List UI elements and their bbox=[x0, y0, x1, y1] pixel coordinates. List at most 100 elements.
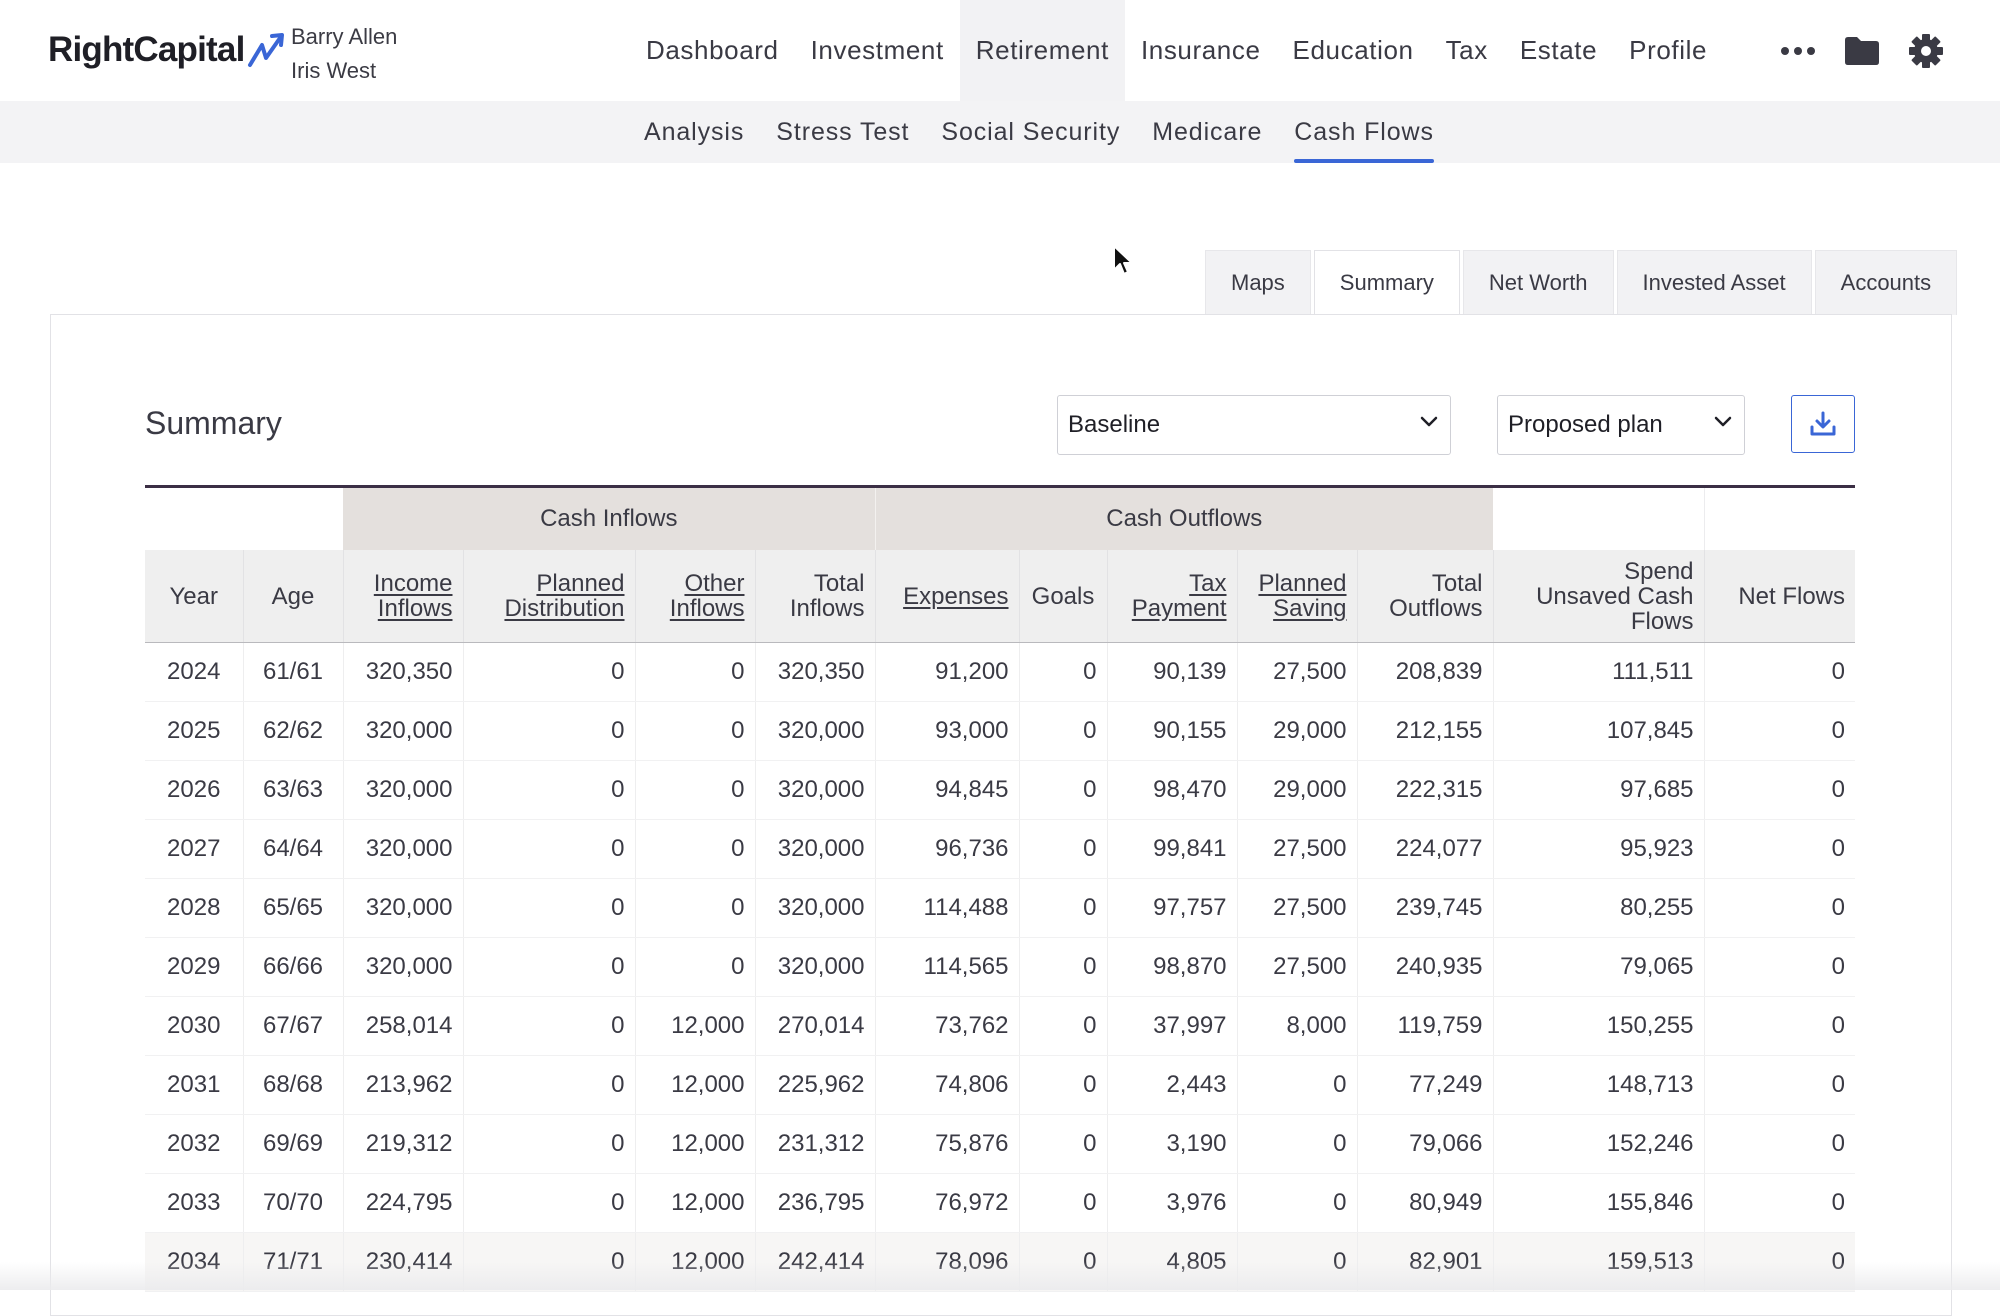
cell-spend-unsaved-cash-flows: 80,255 bbox=[1493, 878, 1705, 938]
subnav-item-analysis[interactable]: Analysis bbox=[644, 118, 745, 146]
nav-item-dashboard[interactable]: Dashboard bbox=[646, 35, 779, 65]
column-header-label: Distribution bbox=[504, 595, 625, 622]
tab-maps[interactable]: Maps bbox=[1205, 250, 1311, 315]
cell-year: 2024 bbox=[145, 642, 244, 702]
tab-summary[interactable]: Summary bbox=[1313, 250, 1460, 316]
cell-spend-unsaved-cash-flows: 111,511 bbox=[1493, 642, 1705, 702]
tab-invested-asset[interactable]: Invested Asset bbox=[1616, 250, 1812, 315]
cell-spend-unsaved-cash-flows: 150,255 bbox=[1493, 996, 1705, 1056]
column-header-tax-payment[interactable]: Tax Payment bbox=[1107, 550, 1238, 643]
cell-net-flows: 0 bbox=[1704, 642, 1856, 702]
cell-planned-distribution: 0 bbox=[463, 1173, 636, 1233]
cell-spend-unsaved-cash-flows: 152,246 bbox=[1493, 1114, 1705, 1174]
cell-other-inflows: 0 bbox=[635, 642, 756, 702]
download-button[interactable] bbox=[1791, 395, 1855, 453]
cell-planned-distribution: 0 bbox=[463, 1055, 636, 1115]
cell-expenses: 73,762 bbox=[875, 996, 1020, 1056]
cell-planned-saving: 0 bbox=[1237, 1114, 1358, 1174]
subnav-item-medicare[interactable]: Medicare bbox=[1152, 118, 1263, 146]
cell-tax-payment: 98,870 bbox=[1107, 937, 1238, 997]
cell-income-inflows: 320,000 bbox=[343, 819, 464, 879]
column-header-label: Other bbox=[684, 570, 745, 597]
cell-planned-saving: 27,500 bbox=[1237, 642, 1358, 702]
cell-goals: 0 bbox=[1019, 642, 1108, 702]
table-row: 2024 61/61 320,350 0 0 320,350 91,200 0 90,139 27… bbox=[145, 642, 1856, 702]
nav-item-insurance[interactable]: Insurance bbox=[1140, 35, 1261, 65]
column-header-label: Flows bbox=[1630, 607, 1694, 635]
cell-income-inflows: 219,312 bbox=[343, 1114, 464, 1174]
cell-income-inflows: 320,000 bbox=[343, 760, 464, 820]
cell-planned-distribution: 0 bbox=[463, 878, 636, 938]
cell-expenses: 91,200 bbox=[875, 642, 1020, 702]
column-header-label: Planned bbox=[1258, 570, 1347, 597]
column-header-income-inflows[interactable]: Income Inflows bbox=[343, 550, 464, 643]
table-body: 2024 61/61 320,350 0 0 320,350 91,200 0 90,139 27… bbox=[145, 642, 1856, 1292]
nav-item-profile[interactable]: Profile bbox=[1629, 35, 1708, 65]
cell-income-inflows: 320,350 bbox=[343, 642, 464, 702]
tab-accounts[interactable]: Accounts bbox=[1814, 250, 1958, 315]
group-spacer bbox=[1493, 488, 1705, 550]
subnav-item-stress-test[interactable]: Stress Test bbox=[776, 118, 910, 146]
scenario-select[interactable]: Baseline bbox=[1057, 395, 1451, 455]
cell-planned-saving: 27,500 bbox=[1237, 937, 1358, 997]
scenario-select-value: Baseline bbox=[1068, 411, 1161, 438]
column-header-other-inflows[interactable]: Other Inflows bbox=[635, 550, 756, 643]
column-header-label: Total bbox=[1431, 570, 1483, 597]
cell-age: 61/61 bbox=[243, 642, 344, 702]
cell-tax-payment: 90,155 bbox=[1107, 701, 1238, 761]
plan-select[interactable]: Proposed plan bbox=[1497, 395, 1745, 455]
column-header-planned-distribution[interactable]: Planned Distribution bbox=[463, 550, 636, 643]
cell-other-inflows: 0 bbox=[635, 819, 756, 879]
cell-total-outflows: 239,745 bbox=[1357, 878, 1494, 938]
cell-income-inflows: 213,962 bbox=[343, 1055, 464, 1115]
cell-other-inflows: 0 bbox=[635, 701, 756, 761]
folder-icon[interactable] bbox=[1830, 19, 1894, 83]
rightcapital-logo[interactable]: RightCapital bbox=[48, 30, 287, 70]
tab-net-worth[interactable]: Net Worth bbox=[1462, 250, 1614, 315]
column-header-label: Total bbox=[813, 570, 865, 597]
more-icon[interactable] bbox=[1766, 19, 1830, 83]
subnav-item-cash-flows[interactable]: Cash Flows bbox=[1278, 101, 1450, 163]
column-header-label: Unsaved Cash bbox=[1536, 582, 1694, 610]
nav-item-investment[interactable]: Investment bbox=[810, 35, 944, 65]
nav-item-estate[interactable]: Estate bbox=[1519, 35, 1598, 65]
cell-other-inflows: 12,000 bbox=[635, 996, 756, 1056]
gear-icon[interactable] bbox=[1894, 19, 1958, 83]
table-row: 2028 65/65 320,000 0 0 320,000 114,488 0 97,757 2… bbox=[145, 878, 1856, 938]
cell-tax-payment: 90,139 bbox=[1107, 642, 1238, 702]
cell-goals: 0 bbox=[1019, 1173, 1108, 1233]
cell-expenses: 96,736 bbox=[875, 819, 1020, 879]
bottom-shadow bbox=[0, 1262, 2000, 1290]
nav-item-retirement[interactable]: Retirement bbox=[959, 0, 1125, 101]
nav-item-tax[interactable]: Tax bbox=[1445, 35, 1488, 65]
column-header-label: Saving bbox=[1273, 595, 1347, 622]
cell-goals: 0 bbox=[1019, 760, 1108, 820]
cell-goals: 0 bbox=[1019, 937, 1108, 997]
cell-age: 66/66 bbox=[243, 937, 344, 997]
column-header-label: Net Flows bbox=[1738, 582, 1846, 610]
client-name-2: Iris West bbox=[291, 58, 377, 83]
table-row: 2026 63/63 320,000 0 0 320,000 94,845 0 98,470 29… bbox=[145, 760, 1856, 820]
cell-age: 63/63 bbox=[243, 760, 344, 820]
cell-planned-distribution: 0 bbox=[463, 642, 636, 702]
cell-spend-unsaved-cash-flows: 95,923 bbox=[1493, 819, 1705, 879]
column-header-planned-saving[interactable]: Planned Saving bbox=[1237, 550, 1358, 643]
nav-icon-group bbox=[1766, 0, 1958, 101]
cell-spend-unsaved-cash-flows: 148,713 bbox=[1493, 1055, 1705, 1115]
retirement-sub-nav: Analysis Stress Test Social Security Med… bbox=[0, 101, 2000, 163]
nav-item-education[interactable]: Education bbox=[1292, 35, 1414, 65]
cell-year: 2032 bbox=[145, 1114, 244, 1174]
cell-total-inflows: 320,000 bbox=[755, 760, 876, 820]
column-header-expenses[interactable]: Expenses bbox=[875, 550, 1020, 643]
cell-total-outflows: 80,949 bbox=[1357, 1173, 1494, 1233]
cell-expenses: 93,000 bbox=[875, 701, 1020, 761]
client-names[interactable]: Barry Allen Iris West bbox=[291, 20, 397, 88]
cell-spend-unsaved-cash-flows: 79,065 bbox=[1493, 937, 1705, 997]
cell-total-inflows: 320,350 bbox=[755, 642, 876, 702]
subnav-item-social-security[interactable]: Social Security bbox=[941, 118, 1121, 146]
group-spacer bbox=[1704, 488, 1855, 550]
cell-total-outflows: 212,155 bbox=[1357, 701, 1494, 761]
table-row: 2027 64/64 320,000 0 0 320,000 96,736 0 99,841 27… bbox=[145, 819, 1856, 879]
cell-goals: 0 bbox=[1019, 878, 1108, 938]
cell-goals: 0 bbox=[1019, 996, 1108, 1056]
